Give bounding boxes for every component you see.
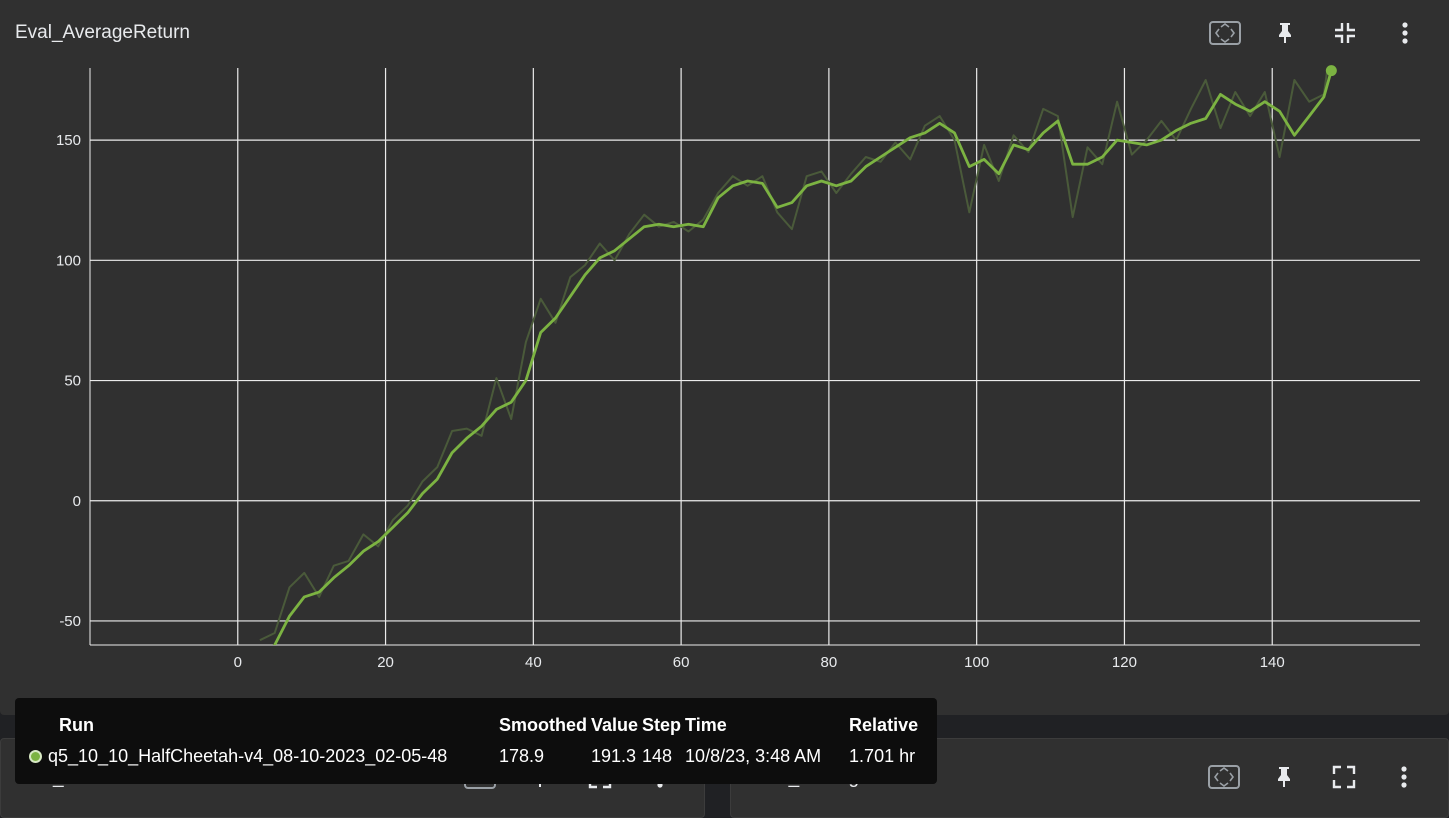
pin-icon [1278,767,1290,787]
x-tick-label: 60 [673,654,690,671]
collapse-icon [1335,23,1355,43]
y-tick-label: -50 [59,613,81,630]
x-tick-label: 0 [234,654,242,671]
collapse-button[interactable] [1315,17,1375,49]
pin-icon [1279,23,1291,43]
smoothed-series-line [272,70,1333,645]
hover-point-marker [1325,65,1337,77]
tooltip-time-value: 10/8/23, 3:48 AM [685,745,822,766]
more-button[interactable] [1374,761,1434,793]
x-tick-label: 80 [821,654,838,671]
line-chart[interactable]: 0 20 40 60 80 100 120 140 -50 0 50 100 150 [0,0,1449,715]
y-tick-label: 100 [56,252,81,269]
card-title: Eval_AverageReturn [15,22,190,43]
tooltip-header-time: Time [685,714,727,735]
tooltip-header-step: Step [642,714,682,735]
tooltip-header-run: Run [59,714,94,735]
more-vert-icon [1402,22,1408,44]
pin-button[interactable] [1255,17,1315,49]
tooltip-table: Run Smoothed Value Step Time Relative q5… [29,712,922,774]
tooltip-smoothed-value: 178.9 [499,745,545,766]
y-tick-label: 50 [64,373,81,390]
x-tick-label: 100 [964,654,989,671]
tooltip-relative-value: 1.701 hr [849,745,916,766]
main-chart-card: Eval_AverageReturn 0 20 40 60 80 100 120 140 -50… [0,0,1449,715]
tooltip-header-spacer [29,712,49,738]
raw-series-line [259,68,1329,642]
expand-button[interactable] [1314,761,1374,793]
fit-domain-button[interactable] [1194,761,1254,793]
run-color-dot [29,749,42,763]
chart-grid [89,68,1420,646]
tooltip-header-smoothed: Smoothed [499,714,587,735]
x-tick-label: 20 [377,654,394,671]
hover-tooltip: Run Smoothed Value Step Time Relative q5… [15,698,937,784]
fit-domain-icon [1209,21,1241,45]
chart-series [259,65,1337,645]
y-tick-label: 150 [56,132,81,149]
fit-domain-icon [1208,765,1240,789]
tooltip-step-value: 148 [642,745,673,766]
tooltip-header-relative: Relative [849,714,919,735]
x-tick-label: 120 [1112,654,1137,671]
tooltip-header-row: Run Smoothed Value Step Time Relative [29,712,922,738]
pin-button[interactable] [1254,761,1314,793]
card-toolbar [1194,761,1434,793]
card-toolbar [1195,17,1435,49]
x-tick-label: 140 [1260,654,1285,671]
tooltip-header-value: Value [591,714,639,735]
more-button[interactable] [1375,17,1435,49]
x-tick-label: 40 [525,654,542,671]
tooltip-data-row: q5_10_10_HalfCheetah-v4_08-10-2023_02-05… [29,738,922,774]
chart-ticks: 0 20 40 60 80 100 120 140 -50 0 50 100 150 [56,132,1285,671]
fit-domain-button[interactable] [1195,17,1255,49]
tooltip-run-cell: q5_10_10_HalfCheetah-v4_08-10-2023_02-05… [29,738,499,774]
tooltip-raw-value: 191.3 [591,745,637,766]
tooltip-run-name: q5_10_10_HalfCheetah-v4_08-10-2023_02-05… [48,745,448,766]
more-vert-icon [1401,766,1407,788]
expand-icon [1332,765,1356,789]
y-tick-label: 0 [73,493,81,510]
